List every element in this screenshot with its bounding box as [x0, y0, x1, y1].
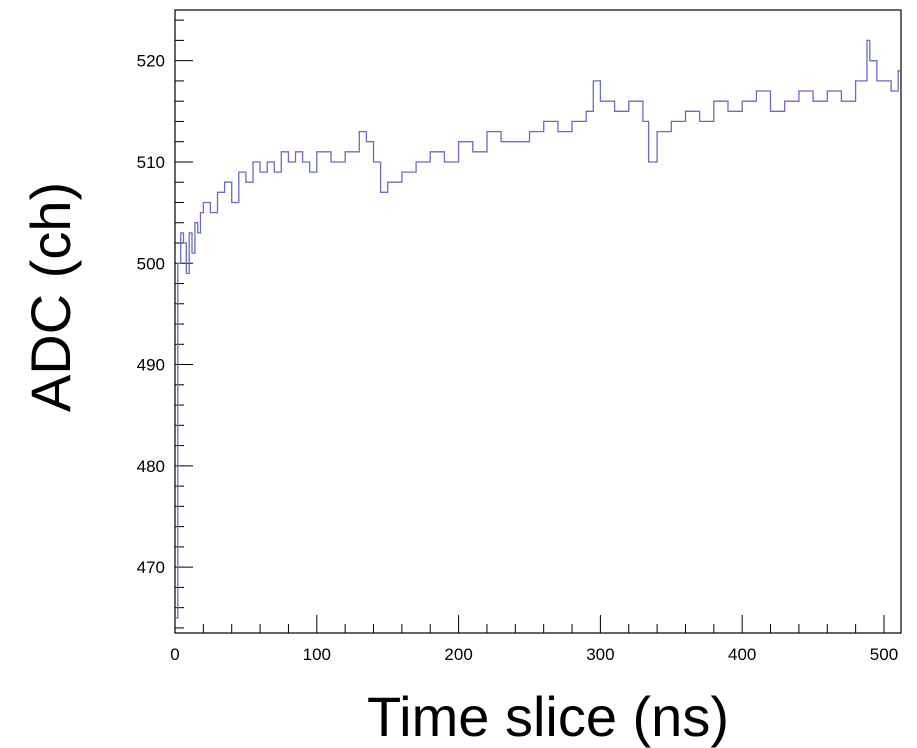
y-tick-label: 490: [137, 356, 165, 375]
y-tick-label: 510: [137, 153, 165, 172]
y-tick-label: 520: [137, 52, 165, 71]
series-line: [175, 39, 901, 619]
x-tick-label: 200: [444, 645, 472, 664]
x-tick-label: 500: [870, 645, 898, 664]
y-tick-label: 500: [137, 254, 165, 273]
plot-frame: [174, 9, 902, 634]
x-axis-title: Time slice (ns): [367, 685, 729, 748]
y-tick-label: 480: [137, 457, 165, 476]
y-axis-title: ADC (ch): [19, 182, 82, 412]
axis-ticks: [174, 19, 885, 633]
x-tick-label: 400: [728, 645, 756, 664]
x-tick-label: 300: [586, 645, 614, 664]
tick-labels: 0 100 200 300 400 500 470 480 490 500 510 520: [137, 52, 899, 664]
y-tick-label: 470: [137, 558, 165, 577]
x-tick-label: 0: [170, 645, 179, 664]
x-tick-label: 100: [303, 645, 331, 664]
